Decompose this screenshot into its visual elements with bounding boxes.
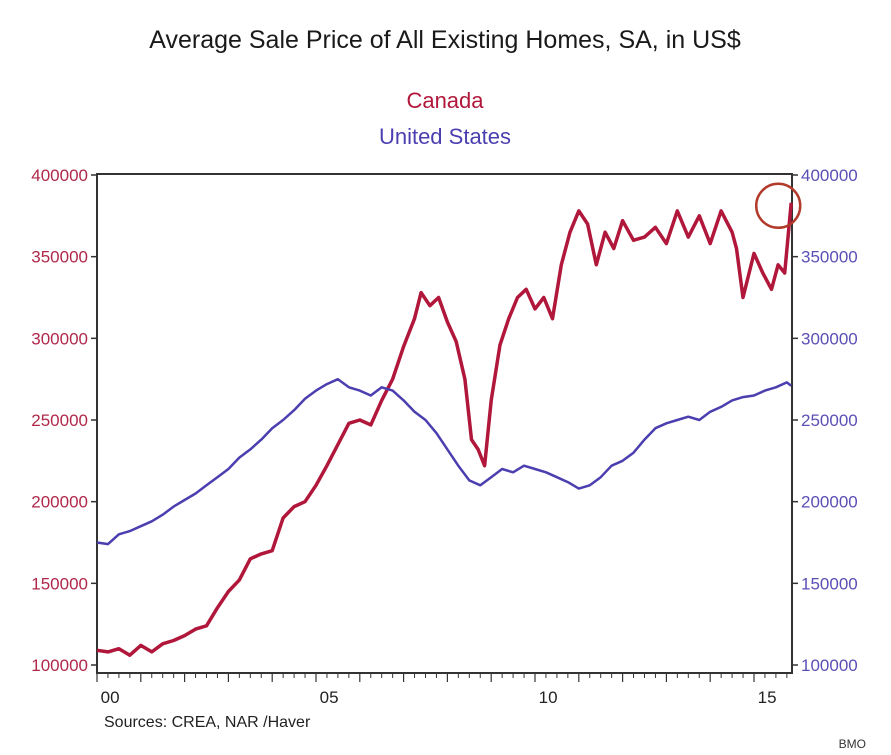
y-tick-label-right: 350000 <box>801 248 858 267</box>
y-tick-label-left: 150000 <box>31 574 88 593</box>
x-tick-label: 15 <box>758 688 777 707</box>
axes <box>96 173 793 674</box>
legend-canada: Canada <box>406 88 484 113</box>
y-tick-label-left: 300000 <box>31 329 88 348</box>
plot-frame <box>96 173 793 674</box>
chart-title: Average Sale Price of All Existing Homes… <box>149 26 741 54</box>
series-line-canada <box>96 202 793 657</box>
y-tick-label-right: 200000 <box>801 493 858 512</box>
y-tick-label-right: 300000 <box>801 329 858 348</box>
y-tick-label-left: 250000 <box>31 411 88 430</box>
y-axis-left: 100000 150000 200000 250000 300000 350000 4000… <box>31 166 97 675</box>
y-tick-label-left: 350000 <box>31 248 88 267</box>
y-tick-label-right: 150000 <box>801 574 858 593</box>
x-axis: 00 05 10 15 <box>96 673 788 707</box>
legend-united-states: United States <box>379 124 511 149</box>
y-tick-label-left: 400000 <box>31 166 88 185</box>
y-tick-label-right: 100000 <box>801 656 858 675</box>
y-axis-right: 100000 150000 200000 250000 300000 350000 4000… <box>792 166 858 675</box>
series-group <box>96 202 793 657</box>
x-tick-label: 05 <box>320 688 339 707</box>
annotation-group <box>754 182 802 230</box>
y-tick-label-left: 200000 <box>31 493 88 512</box>
credit-label: BMO <box>839 737 866 751</box>
y-tick-label-left: 100000 <box>31 656 88 675</box>
y-tick-label-right: 250000 <box>801 411 858 430</box>
y-tick-label-right: 400000 <box>801 166 858 185</box>
x-tick-label: 10 <box>539 688 558 707</box>
annotation-circle <box>754 182 802 230</box>
x-tick-label: 00 <box>101 688 120 707</box>
series-line-united-states <box>96 377 792 546</box>
source-note: Sources: CREA, NAR /Haver <box>104 714 311 731</box>
